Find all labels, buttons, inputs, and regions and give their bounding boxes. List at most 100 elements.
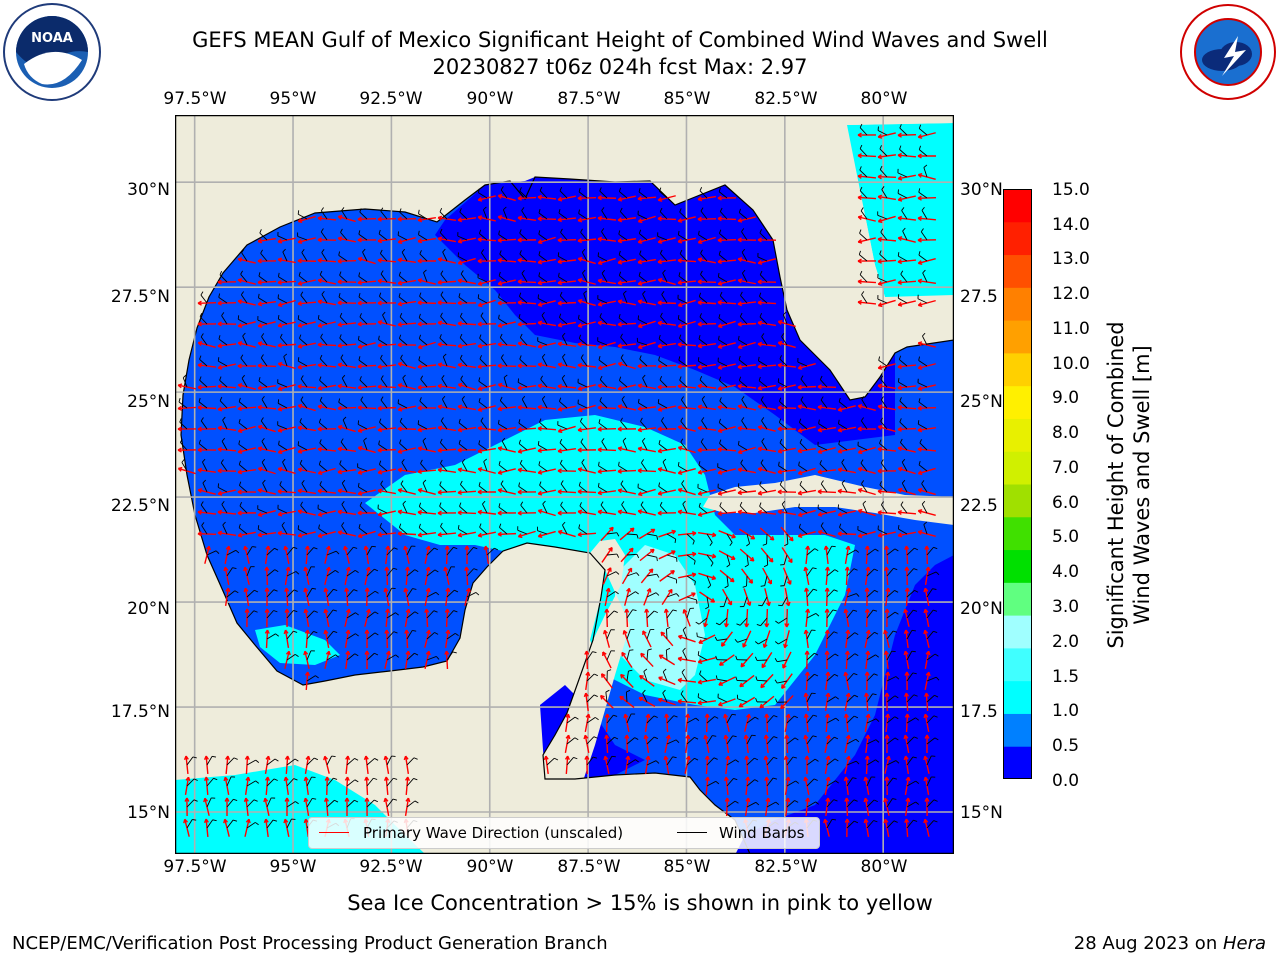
wave-direction-arrowhead: [717, 364, 723, 370]
wind-barb-flag: [676, 593, 680, 597]
wind-barb: [262, 482, 268, 493]
wind-barb: [798, 527, 808, 535]
wave-direction-arrowhead: [584, 755, 590, 760]
wind-barb: [660, 316, 668, 325]
wind-barb-flag: [641, 459, 645, 463]
wave-direction-arrowhead: [904, 818, 910, 823]
wave-direction-arrowhead: [197, 362, 203, 368]
wave-direction-arrowhead: [205, 545, 211, 551]
wave-direction-arrowhead: [897, 364, 903, 370]
wave-direction-arrowhead: [824, 587, 830, 592]
wind-barb-flag: [795, 780, 800, 784]
wave-direction-arrowhead: [904, 692, 910, 697]
wind-barb: [918, 360, 928, 367]
wind-barb: [686, 737, 695, 745]
wind-barb: [599, 190, 608, 199]
wave-direction-arrowhead: [786, 580, 792, 585]
wind-barb-flag: [198, 439, 201, 444]
wind-barb: [718, 422, 728, 430]
wind-barb-flag: [295, 801, 299, 805]
wave-direction-arrowhead: [257, 424, 263, 430]
wind-barb: [440, 463, 448, 472]
wave-direction-arrowhead: [703, 734, 709, 740]
wind-barb: [179, 421, 188, 430]
wind-barb: [597, 340, 608, 346]
wind-barb-flag: [820, 522, 824, 527]
wind-barb: [238, 422, 248, 430]
wave-direction-arrowhead: [883, 818, 889, 824]
wind-barb: [886, 798, 893, 808]
wind-barb-flag: [452, 651, 457, 654]
wind-barb-flag: [358, 230, 361, 235]
lon-label-top: 90°W: [466, 89, 514, 109]
wave-direction-arrowhead: [883, 629, 889, 635]
wind-barb: [786, 756, 794, 766]
wind-barb: [426, 569, 436, 577]
wind-barb-flag: [578, 209, 580, 214]
wind-barb-flag: [738, 376, 742, 381]
wave-direction-arrowhead: [244, 755, 250, 760]
wind-barb-flag: [760, 459, 764, 464]
wind-barb: [620, 211, 628, 220]
wave-direction-arrowhead: [877, 280, 883, 286]
wind-barb: [826, 589, 835, 598]
colorbar-tick: 1.0: [1052, 701, 1080, 721]
wind-barb-flag: [558, 272, 560, 277]
wave-direction-arrowhead: [897, 509, 902, 515]
wind-barb: [399, 421, 408, 430]
wind-barb: [317, 508, 328, 514]
wave-direction-arrowhead: [557, 259, 563, 265]
wave-direction-arrowhead: [905, 776, 911, 782]
wind-barb-flag: [934, 653, 939, 657]
wind-barb-flag: [798, 418, 802, 423]
wave-direction-arrowhead: [745, 713, 751, 719]
wind-barb-flag: [318, 418, 322, 423]
wind-barb-flag: [478, 188, 480, 193]
wave-direction-arrowhead: [477, 302, 483, 308]
wind-barb-flag: [373, 777, 378, 780]
wind-barb: [202, 461, 208, 472]
footer-branch: NCEP/EMC/Verification Post Processing Pr…: [12, 933, 608, 954]
wind-barb-flag: [892, 798, 897, 800]
wind-barb: [726, 533, 733, 543]
wave-direction-arrowhead: [577, 407, 583, 413]
wave-direction-arrowhead: [730, 555, 736, 560]
wind-barb-flag: [820, 480, 824, 485]
wind-barb-flag: [628, 669, 633, 672]
wind-barb-flag: [915, 780, 920, 784]
wave-direction-arrowhead: [317, 446, 323, 452]
wave-direction-arrowhead: [805, 545, 811, 551]
wave-direction-arrowhead: [624, 734, 630, 739]
wind-barb: [577, 403, 588, 409]
wave-direction-arrowhead: [865, 629, 871, 635]
lat-label-left: 25°N: [127, 392, 170, 412]
wave-direction-arrowhead: [697, 700, 703, 706]
wind-barb-flag: [499, 523, 502, 528]
wind-barb: [266, 797, 272, 808]
wind-barb: [859, 254, 868, 262]
wind-barb: [319, 464, 328, 472]
wave-direction-arrowhead: [924, 692, 930, 697]
wind-barb: [926, 630, 934, 640]
wind-barb: [806, 714, 814, 724]
wave-direction-arrowhead: [217, 490, 223, 496]
wind-barb-flag: [622, 437, 627, 442]
wind-barb: [700, 274, 708, 283]
wind-barb-flag: [239, 502, 242, 507]
wave-direction-arrowhead: [364, 629, 370, 634]
wind-barb: [861, 294, 868, 304]
wind-barb: [659, 191, 668, 199]
wind-barb: [386, 612, 396, 619]
wind-barb-flag: [340, 228, 343, 233]
colorbar-tick: 5.0: [1052, 527, 1080, 547]
wind-barb: [806, 613, 817, 619]
wind-barb-flag: [221, 437, 226, 442]
wind-barb-flag: [498, 271, 501, 276]
map-title: GEFS MEAN Gulf of Mexico Significant Hei…: [192, 28, 1048, 52]
lon-label-top: 80°W: [860, 89, 908, 109]
wind-barb-flag: [707, 584, 712, 589]
wind-barb: [717, 697, 728, 703]
wind-barb: [626, 629, 631, 640]
wind-barb: [441, 378, 448, 388]
wind-barb-flag: [838, 397, 841, 402]
